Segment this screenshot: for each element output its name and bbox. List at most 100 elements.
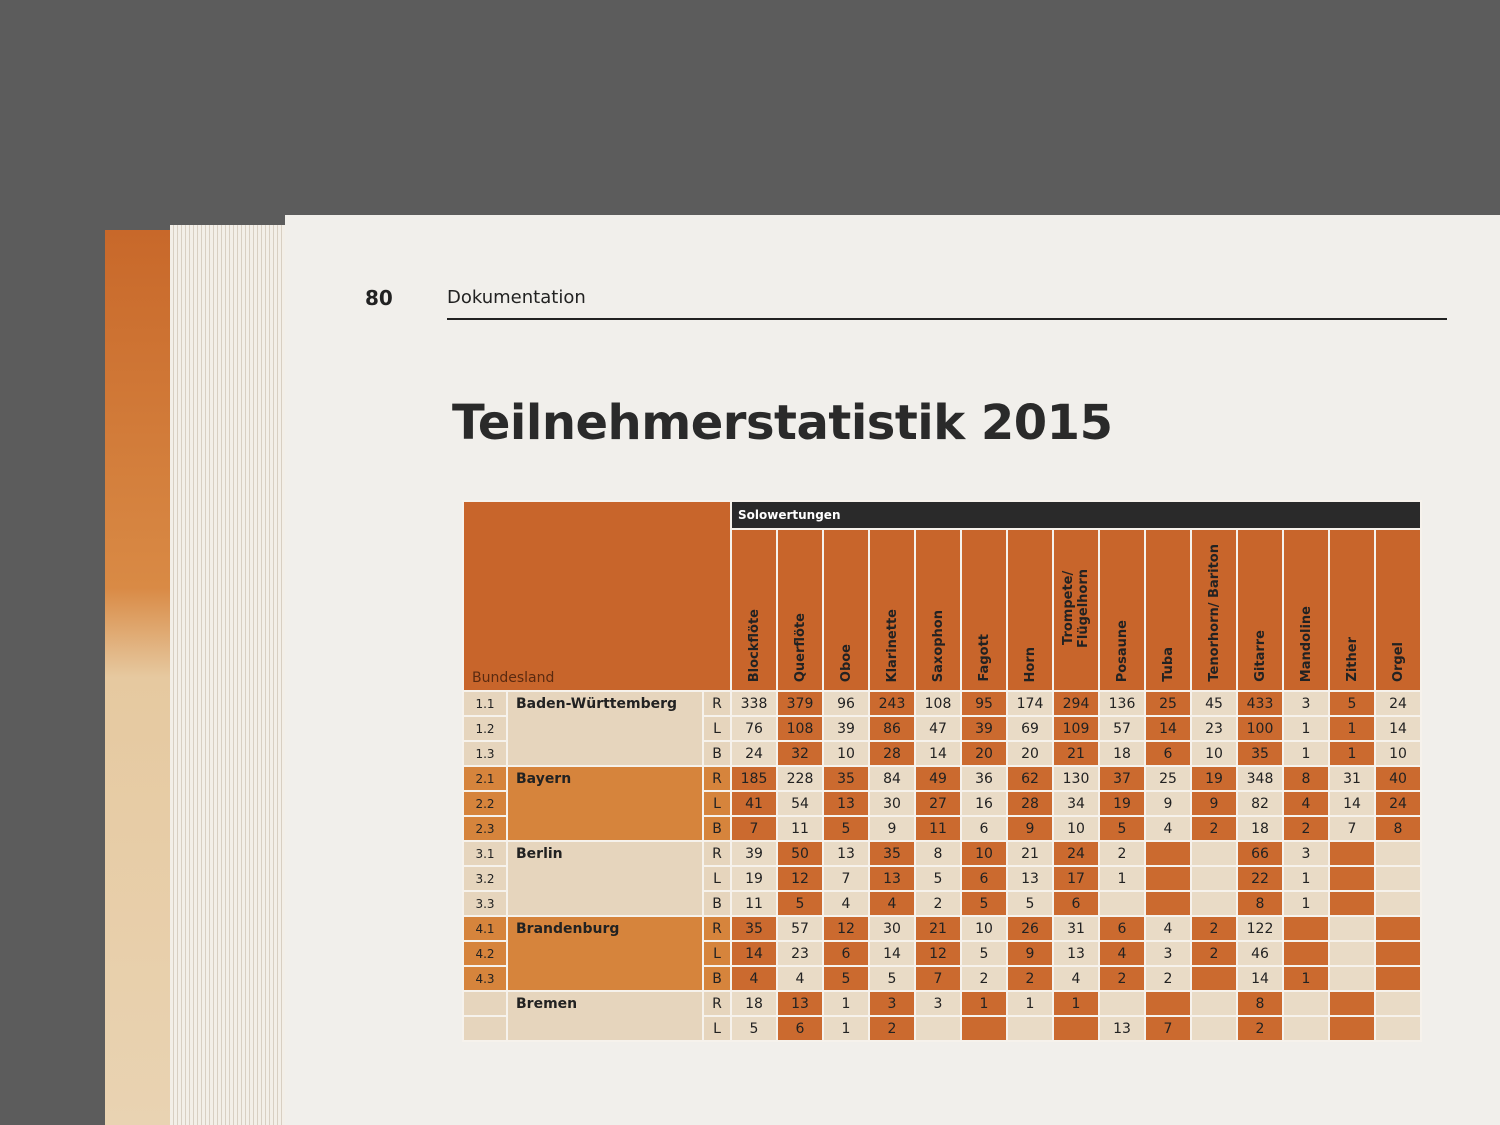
value-cell: 122 <box>1236 915 1284 942</box>
column-cell: Tenorhorn/ Bariton <box>1190 528 1238 692</box>
value-cell: 5 <box>822 815 870 842</box>
value-cell: 17 <box>1052 865 1100 892</box>
value-cell: 9 <box>1144 790 1192 817</box>
value-cell: 4 <box>1098 940 1146 967</box>
value-cell: 11 <box>730 890 778 917</box>
value-cell: 6 <box>960 865 1008 892</box>
value-cell: 27 <box>914 790 962 817</box>
value-cell: 39 <box>960 715 1008 742</box>
value-cell: 8 <box>1236 990 1284 1017</box>
value-cell: 40 <box>1374 765 1422 792</box>
value-cell: 7 <box>1144 1015 1192 1042</box>
value-cell: 49 <box>914 765 962 792</box>
value-cell: 21 <box>914 915 962 942</box>
value-cell: 9 <box>1190 790 1238 817</box>
value-cell: 7 <box>822 865 870 892</box>
value-cell <box>1374 890 1422 917</box>
column-cell: Klarinette <box>868 528 916 692</box>
row-code: 4.2 <box>462 940 508 967</box>
value-cell: 13 <box>1006 865 1054 892</box>
data-row: 1.3 B 24 32 10 28 14 20 20 21 18 6 10 35 1 1 10 <box>462 740 1422 767</box>
value-cell: 174 <box>1006 690 1054 717</box>
value-cell: 8 <box>1374 815 1422 842</box>
value-cell: 13 <box>1098 1015 1146 1042</box>
column-header: Posaune <box>1114 619 1130 682</box>
column-cell: Horn <box>1006 528 1054 692</box>
value-cell: 13 <box>822 790 870 817</box>
value-cell: 39 <box>822 715 870 742</box>
value-cell: 5 <box>1328 690 1376 717</box>
row-type: R <box>702 915 732 942</box>
value-cell: 14 <box>1374 715 1422 742</box>
value-cell: 14 <box>1236 965 1284 992</box>
row-code: 4.3 <box>462 965 508 992</box>
value-cell: 20 <box>960 740 1008 767</box>
state-name: Bayern <box>506 765 704 842</box>
row-type: L <box>702 1015 732 1042</box>
value-cell: 8 <box>1236 890 1284 917</box>
value-cell: 76 <box>730 715 778 742</box>
value-cell: 4 <box>730 965 778 992</box>
value-cell: 45 <box>1190 690 1238 717</box>
value-cell <box>1282 940 1330 967</box>
value-cell: 1 <box>960 990 1008 1017</box>
row-code: 2.2 <box>462 790 508 817</box>
column-cell: Blockflöte <box>730 528 778 692</box>
value-cell: 13 <box>868 865 916 892</box>
value-cell <box>1144 865 1192 892</box>
value-cell <box>1374 840 1422 867</box>
value-cell: 19 <box>730 865 778 892</box>
row-type: L <box>702 940 732 967</box>
value-cell: 35 <box>730 915 778 942</box>
value-cell: 11 <box>914 815 962 842</box>
value-cell: 41 <box>730 790 778 817</box>
row-code: 4.1 <box>462 915 508 942</box>
value-cell: 185 <box>730 765 778 792</box>
column-cell: Mandoline <box>1282 528 1330 692</box>
column-cell: Oboe <box>822 528 870 692</box>
value-cell: 100 <box>1236 715 1284 742</box>
value-cell <box>1374 915 1422 942</box>
value-cell <box>1144 990 1192 1017</box>
value-cell: 5 <box>822 965 870 992</box>
value-cell <box>1190 840 1238 867</box>
value-cell: 34 <box>1052 790 1100 817</box>
value-cell: 12 <box>822 915 870 942</box>
value-cell: 18 <box>730 990 778 1017</box>
value-cell <box>1190 1015 1238 1042</box>
statistics-table: Bundesland Solowertungen Blockflöte Querflö… <box>462 500 1422 1042</box>
value-cell: 57 <box>1098 715 1146 742</box>
value-cell: 86 <box>868 715 916 742</box>
value-cell: 6 <box>776 1015 824 1042</box>
value-cell: 130 <box>1052 765 1100 792</box>
data-row: 4.1 Brandenburg R 35 57 12 30 21 10 26 31 6 4 2 122 <box>462 915 1422 992</box>
value-cell: 4 <box>1052 965 1100 992</box>
value-cell: 338 <box>730 690 778 717</box>
value-cell: 19 <box>1098 790 1146 817</box>
value-cell: 2 <box>868 1015 916 1042</box>
value-cell: 1 <box>1006 990 1054 1017</box>
value-cell <box>1328 965 1376 992</box>
value-cell: 1 <box>822 1015 870 1042</box>
value-cell <box>1374 940 1422 967</box>
column-header: Zither <box>1344 637 1360 682</box>
header-row: Bundesland Solowertungen <box>462 500 1422 692</box>
data-row: L 5 6 1 2 13 7 2 <box>462 1015 1422 1042</box>
value-cell: 84 <box>868 765 916 792</box>
value-cell <box>1282 990 1330 1017</box>
value-cell: 5 <box>868 965 916 992</box>
value-cell: 39 <box>730 840 778 867</box>
column-header: Tenorhorn/ Bariton <box>1206 544 1222 682</box>
data-row: 2.1 Bayern R 185 228 35 84 49 36 62 130 37 25 19 348 8 3… <box>462 765 1422 842</box>
value-cell: 3 <box>914 990 962 1017</box>
value-cell: 2 <box>1098 840 1146 867</box>
column-header: Saxophon <box>930 609 946 682</box>
value-cell <box>1144 890 1192 917</box>
value-cell <box>1328 915 1376 942</box>
row-type: B <box>702 890 732 917</box>
value-cell: 21 <box>1052 740 1100 767</box>
title: Teilnehmerstatistik 2015 <box>452 395 1113 451</box>
column-cell: Orgel <box>1374 528 1422 692</box>
value-cell: 348 <box>1236 765 1284 792</box>
value-cell: 36 <box>960 765 1008 792</box>
